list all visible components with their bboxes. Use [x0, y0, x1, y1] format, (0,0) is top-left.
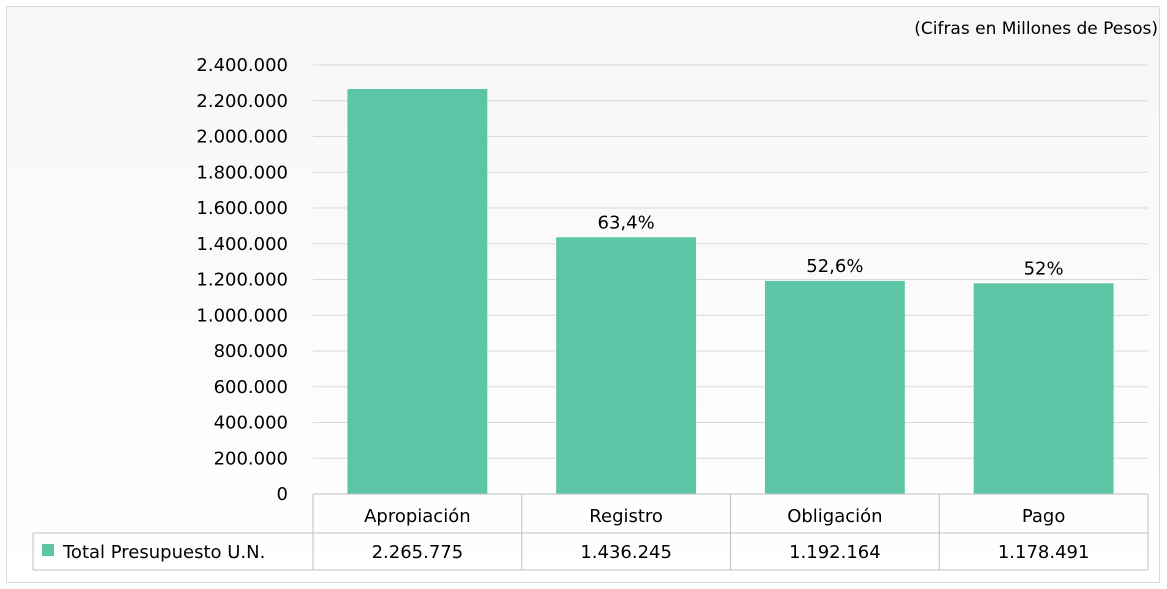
y-tick-label: 200.000 [214, 448, 288, 469]
y-tick-label: 800.000 [214, 341, 288, 362]
data-table: Apropiación 2.265.775 Registro 1.436.245 Obl… [32, 493, 1149, 571]
y-axis: 0 200.000 400.000 600.000 800.000 1.000.000 1.… [196, 55, 288, 505]
y-tick-label: 0 [277, 484, 288, 505]
bar [973, 283, 1114, 494]
y-tick-label: 2.000.000 [196, 127, 288, 148]
data-label: 52,6% [806, 256, 863, 277]
bars [347, 88, 1114, 494]
y-tick-label: 1.600.000 [196, 198, 288, 219]
data-labels: 63,4% 52,6% 52% [598, 212, 1064, 279]
data-label: 52% [1024, 258, 1064, 279]
category-label: Pago [1022, 506, 1066, 527]
table-value: 1.192.164 [789, 542, 881, 563]
bar [347, 88, 488, 494]
table-value: 1.436.245 [580, 542, 672, 563]
table-value: 1.178.491 [998, 542, 1090, 563]
legend-label: Total Presupuesto U.N. [62, 542, 265, 563]
y-tick-label: 1.800.000 [196, 162, 288, 183]
y-tick-label: 1.200.000 [196, 270, 288, 291]
y-tick-label: 2.400.000 [196, 55, 288, 76]
bar [556, 237, 697, 494]
category-label: Apropiación [364, 506, 471, 527]
table-value: 2.265.775 [372, 542, 464, 563]
data-label: 63,4% [598, 212, 655, 233]
y-tick-label: 400.000 [214, 413, 288, 434]
units-note: (Cifras en Millones de Pesos) [914, 19, 1158, 39]
y-tick-label: 600.000 [214, 377, 288, 398]
category-label: Obligación [787, 506, 882, 527]
y-tick-label: 1.400.000 [196, 234, 288, 255]
y-tick-label: 1.000.000 [196, 305, 288, 326]
bar [764, 280, 905, 494]
legend-swatch [42, 544, 54, 556]
y-tick-label: 2.200.000 [196, 91, 288, 112]
category-label: Registro [589, 506, 663, 527]
